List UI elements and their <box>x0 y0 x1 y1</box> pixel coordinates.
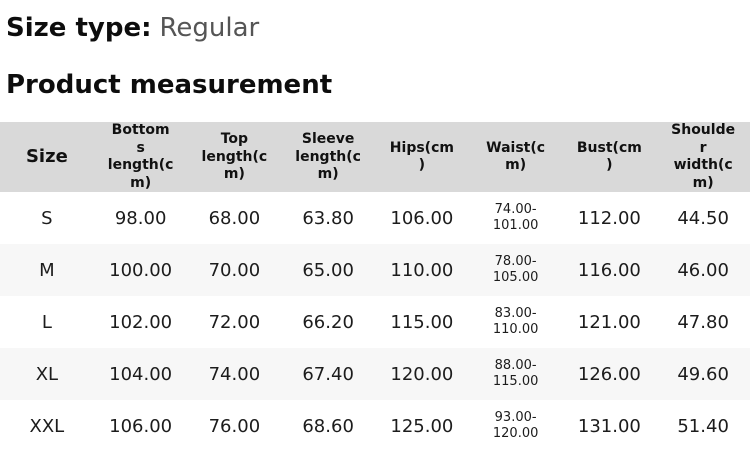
product-measurement-table: Size Bottoms length(cm) Top length(cm) S… <box>0 122 750 452</box>
size-type-heading: Size type: Regular <box>6 13 744 44</box>
cell-top-length: 72.00 <box>208 311 261 333</box>
cell-shoulder-width: 46.00 <box>677 259 729 281</box>
cell-bottoms-length: 102.00 <box>109 311 173 333</box>
size-type-value: Regular <box>159 13 260 43</box>
table-row-xl: XL 104.00 74.00 67.40 120.00 88.00-115.0… <box>0 348 750 401</box>
cell-bottoms-length: 106.00 <box>109 415 173 437</box>
table-row-m: M 100.00 70.00 65.00 110.00 78.00-105.00… <box>0 244 750 297</box>
column-header-sleeve-length: Sleeve length(cm) <box>281 122 375 193</box>
table-header-row: Size Bottoms length(cm) Top length(cm) S… <box>0 122 750 193</box>
cell-hips: 125.00 <box>390 415 454 437</box>
cell-sleeve-length: 67.40 <box>302 363 354 385</box>
cell-size: XXL <box>29 415 65 437</box>
column-header-hips: Hips(cm) <box>375 122 469 193</box>
size-type-label: Size type: <box>6 13 152 43</box>
table-row-l: L 102.00 72.00 66.20 115.00 83.00-110.00… <box>0 296 750 349</box>
cell-bust: 126.00 <box>577 363 641 385</box>
cell-shoulder-width: 44.50 <box>677 207 729 229</box>
cell-size: M <box>39 259 55 281</box>
cell-shoulder-width: 49.60 <box>677 363 729 385</box>
cell-shoulder-width: 47.80 <box>677 311 729 333</box>
cell-bust: 116.00 <box>577 259 641 281</box>
cell-hips: 115.00 <box>390 311 454 333</box>
cell-shoulder-width: 51.40 <box>677 415 729 437</box>
cell-top-length: 76.00 <box>208 415 261 437</box>
cell-waist: 88.00-115.00 <box>492 358 539 390</box>
cell-hips: 110.00 <box>390 259 454 281</box>
cell-sleeve-length: 66.20 <box>302 311 354 333</box>
table-row-xxl: XXL 106.00 76.00 68.60 125.00 93.00-120.… <box>0 400 750 452</box>
cell-sleeve-length: 63.80 <box>302 207 354 229</box>
column-header-shoulder-width: Shoulder width(cm) <box>656 122 750 193</box>
cell-size: L <box>41 311 52 333</box>
cell-bottoms-length: 98.00 <box>114 207 167 229</box>
cell-size: S <box>41 207 53 229</box>
table-row-s: S 98.00 68.00 63.80 106.00 74.00-101.00 … <box>0 192 750 245</box>
cell-hips: 120.00 <box>390 363 454 385</box>
cell-bust: 112.00 <box>577 207 641 229</box>
cell-sleeve-length: 68.60 <box>302 415 354 437</box>
column-header-top-length: Top length(cm) <box>187 122 282 193</box>
cell-bottoms-length: 104.00 <box>109 363 173 385</box>
cell-top-length: 68.00 <box>208 207 261 229</box>
cell-top-length: 74.00 <box>208 363 261 385</box>
cell-bust: 131.00 <box>577 415 641 437</box>
column-header-size: Size <box>0 122 94 193</box>
cell-bottoms-length: 100.00 <box>109 259 173 281</box>
cell-waist: 83.00-110.00 <box>492 306 539 338</box>
section-title: Product measurement <box>6 70 333 101</box>
column-header-bottoms-length: Bottoms length(cm) <box>93 122 188 193</box>
column-header-bust: Bust(cm) <box>562 122 657 193</box>
cell-hips: 106.00 <box>390 207 454 229</box>
cell-size: XL <box>35 363 59 385</box>
cell-waist: 93.00-120.00 <box>492 410 539 442</box>
cell-sleeve-length: 65.00 <box>302 259 354 281</box>
cell-top-length: 70.00 <box>208 259 261 281</box>
cell-waist: 78.00-105.00 <box>492 254 539 286</box>
cell-waist: 74.00-101.00 <box>492 202 539 234</box>
column-header-waist: Waist(cm) <box>468 122 563 193</box>
cell-bust: 121.00 <box>577 311 641 333</box>
